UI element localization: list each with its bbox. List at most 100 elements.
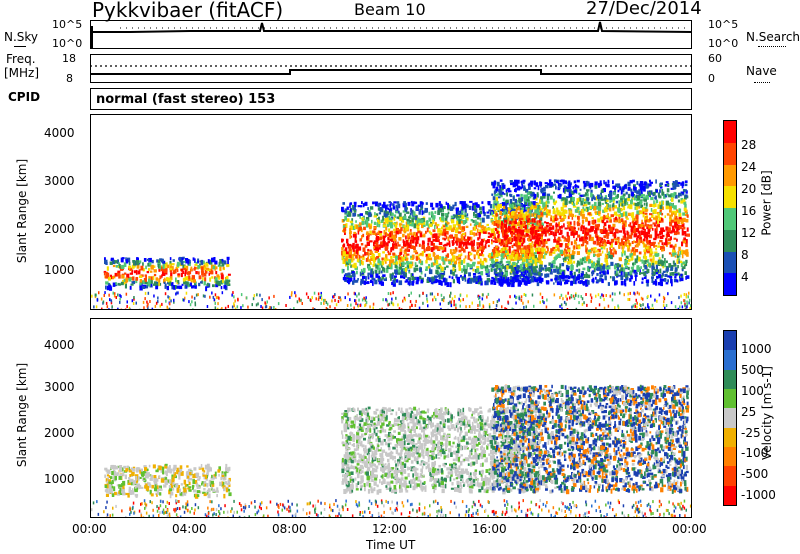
power-cell: [676, 217, 679, 222]
power-cell: [640, 272, 644, 275]
power-cell: [539, 253, 543, 259]
power-cell: [537, 223, 540, 226]
power-cell: [383, 278, 387, 281]
power-cell: [114, 292, 116, 296]
power-cell: [520, 265, 523, 270]
power-cell: [443, 260, 446, 265]
power-cell: [510, 265, 514, 269]
power-cell: [565, 294, 567, 298]
power-cell: [469, 252, 473, 256]
power-cell: [469, 264, 473, 268]
power-cell: [529, 278, 532, 284]
power-cell: [153, 294, 155, 298]
power-cell: [507, 300, 509, 304]
power-cell: [183, 298, 185, 302]
power-cell: [665, 233, 668, 239]
power-cell: [571, 275, 575, 279]
power-cell: [169, 260, 172, 266]
power-cell: [479, 258, 482, 263]
power-cell: [587, 267, 591, 272]
power-cell: [595, 186, 598, 189]
power-cell: [497, 234, 500, 240]
power-cell: [491, 241, 493, 245]
power-cell: [392, 262, 396, 265]
power-cell: [627, 181, 631, 187]
power-cell: [221, 291, 224, 295]
power-cell: [664, 278, 667, 282]
power-cell: [480, 210, 483, 215]
power-cell: [686, 233, 690, 237]
power-cell: [187, 284, 192, 287]
power-cell: [529, 244, 532, 249]
power-cell: [461, 236, 464, 240]
power-cell: [487, 227, 491, 231]
power-cell: [481, 297, 484, 301]
power-cell: [493, 271, 497, 275]
power-cell: [514, 188, 516, 192]
power-cell: [634, 292, 636, 296]
power-cell: [458, 249, 462, 253]
power-cell: [586, 181, 589, 187]
power-cell: [361, 235, 363, 239]
power-cell: [622, 200, 625, 204]
power-cell: [639, 270, 641, 275]
power-cell: [105, 281, 109, 285]
power-cell: [562, 297, 564, 301]
power-cell: [400, 226, 403, 232]
power-cell: [367, 256, 369, 260]
power-cell: [582, 204, 585, 207]
power-cell: [215, 296, 218, 300]
power-cell: [432, 217, 436, 221]
power-cell: [527, 183, 531, 186]
power-cell: [519, 203, 523, 207]
power-cell: [508, 246, 511, 250]
power-cell: [221, 258, 224, 262]
power-cell: [516, 232, 519, 235]
power-cell: [535, 265, 538, 269]
power-cell: [515, 209, 518, 214]
power-cell: [561, 274, 564, 277]
power-cell: [221, 307, 223, 309]
power-cell: [438, 242, 443, 245]
power-cell: [523, 305, 525, 309]
power-cell: [546, 280, 550, 285]
power-cell: [301, 302, 303, 305]
power-cell: [538, 237, 541, 242]
power-cell: [622, 186, 625, 190]
power-cell: [525, 218, 528, 224]
power-cell: [672, 185, 676, 190]
power-cell: [486, 214, 490, 219]
power-cell: [392, 303, 395, 307]
power-cell: [515, 187, 517, 193]
power-cell: [346, 308, 348, 309]
power-cell: [521, 180, 525, 183]
power-cell: [387, 215, 391, 221]
power-cell: [609, 241, 612, 246]
power-cell: [409, 261, 412, 266]
power-cell: [669, 214, 672, 219]
power-cell: [463, 275, 466, 280]
power-cell: [533, 205, 537, 208]
power-cell: [454, 268, 457, 273]
power-cell: [604, 275, 607, 281]
power-cell: [418, 243, 421, 247]
power-cell: [444, 218, 448, 221]
power-cell: [455, 247, 457, 250]
power-cell: [458, 261, 461, 264]
power-cell: [570, 294, 573, 297]
power-cell: [498, 216, 501, 221]
power-cell: [610, 255, 613, 260]
power-cell: [492, 236, 495, 239]
power-cell: [227, 273, 231, 276]
power-cell: [420, 260, 424, 266]
power-cell: [475, 219, 477, 225]
power-cell: [681, 193, 685, 196]
power-cell: [479, 253, 483, 257]
power-cell: [352, 225, 356, 230]
power-cell: [469, 279, 473, 284]
power-cell: [568, 221, 572, 225]
power-cell: [505, 250, 508, 253]
power-cell: [494, 277, 498, 281]
power-cell: [202, 272, 204, 278]
power-cell: [664, 306, 666, 309]
